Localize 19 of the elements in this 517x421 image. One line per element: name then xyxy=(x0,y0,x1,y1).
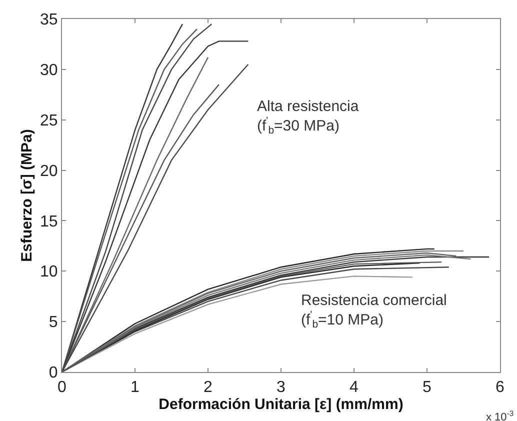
x-tick-label: 3 xyxy=(276,379,286,396)
annotation: Resistencia comercial (f$^{'}$$_{b}$=10 MPa) xyxy=(301,292,447,331)
y-axis-title: Esfuerzo [σ] (MPa) xyxy=(18,129,36,262)
y-tick-label: 0 xyxy=(48,364,58,382)
y-tick-label: 5 xyxy=(48,314,58,332)
y-tick-label: 35 xyxy=(40,12,58,29)
x-tick-label: 2 xyxy=(204,379,213,396)
x-axis-title: Deformación Unitaria [ε] (mm/mm) xyxy=(158,396,404,414)
x-tick-label: 1 xyxy=(130,379,140,396)
y-tick-label: 30 xyxy=(40,62,58,80)
y-tick-label: 25 xyxy=(40,112,58,130)
y-tick-label: 10 xyxy=(40,264,58,281)
y-tick-label: 20 xyxy=(40,162,58,180)
text: x 10$^{-3}$ xyxy=(486,409,514,421)
x-tick-label: 6 xyxy=(496,379,505,396)
y-tick-label: 15 xyxy=(40,213,58,230)
x-tick-label: 5 xyxy=(422,379,432,396)
annotation: Alta resistencia (f$^{'}$$_{b}$=30 MPa) xyxy=(257,98,360,137)
x-tick-label: 4 xyxy=(350,379,359,396)
